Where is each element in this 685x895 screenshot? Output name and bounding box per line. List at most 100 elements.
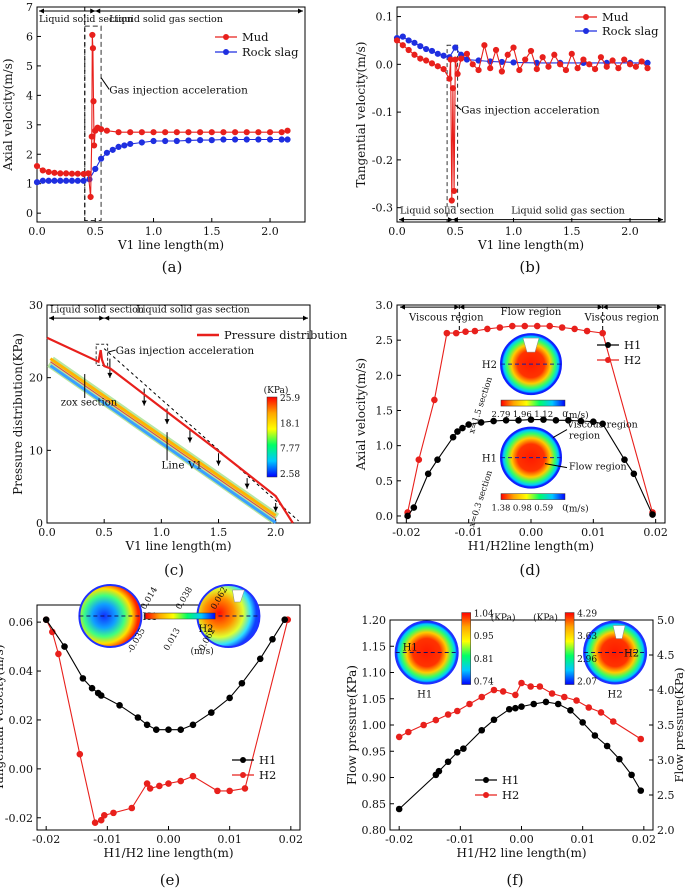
y-tick-label: 0.95 [362,745,387,758]
data-point [138,139,145,146]
legend-marker [223,34,229,40]
y-tick-label: 3 [26,119,33,132]
contour-nozzle-cutout [232,589,245,603]
data-point [539,54,546,61]
x-tick-label: 1.5 [563,225,581,238]
data-point [573,697,580,704]
annotation-liquid-solid: Liquid solid section [50,304,144,315]
legend-label: H1 [502,773,519,787]
data-point [586,61,593,68]
data-point [518,679,525,687]
x-tick-label: 0.00 [156,833,181,846]
data-point [512,704,519,712]
data-point [536,683,544,690]
data-point [628,771,635,779]
line-v1-marker-head [187,437,193,443]
colorbar-unit: (m/s) [565,504,588,515]
x-tick-label: 0.0 [28,225,46,238]
data-point [90,98,97,105]
highlight-box [446,44,459,208]
data-point [89,45,97,52]
data-point [226,694,233,702]
annotation-x15: x=1.5 section [467,375,495,435]
data-point [411,39,418,46]
colorbar-label: 25.9 [280,394,300,404]
data-point [109,146,116,153]
data-point [469,61,476,68]
data-point [89,31,96,39]
data-point [162,129,169,136]
data-point [452,44,459,51]
legend-marker [240,757,246,763]
x-tick-label: 0.01 [217,833,242,846]
colorbar-unit: (m/s) [191,646,214,657]
data-point [440,52,447,59]
region-arrow-viscous-left-head [454,304,460,310]
series-h2 [404,322,656,516]
data-point [478,693,486,701]
x-tick-label: -0.01 [446,833,474,846]
data-point [490,686,498,694]
data-point [226,787,233,795]
y-tick-label: 10 [29,444,43,457]
annotation-viscous-inset-2: region [569,431,600,442]
series-h2 [42,616,292,826]
data-point [621,56,628,63]
data-point [453,749,461,756]
data-point [92,165,99,173]
data-point [454,70,461,77]
legend-marker [605,357,611,363]
data-point [57,177,64,184]
colorbar-label: 0 [562,504,567,514]
data-point [567,707,574,714]
colorbar-label: 0.74 [474,678,494,688]
data-point [446,75,453,82]
data-point [597,709,605,716]
data-point [540,416,547,423]
y-tick-label: 1.00 [362,719,387,732]
data-point [432,716,440,724]
colorbar-label: 1.38 [492,504,511,514]
highlight-box [95,343,109,366]
line-v1-marker-head [216,460,222,466]
x-tick-label: 0.0 [38,526,56,539]
data-point [208,129,215,136]
data-point [450,187,458,195]
x-tick-label: 0.01 [570,833,595,846]
data-point [420,721,427,729]
data-point [557,61,564,68]
legend-marker [240,772,246,778]
data-point [150,137,157,145]
y2-tick-label: 5.0 [657,614,675,627]
y-tick-label: -0.02 [5,812,33,825]
data-point [546,322,553,330]
data-point [521,322,529,330]
data-point [68,177,76,184]
data-point [256,655,264,663]
data-point [165,726,172,734]
data-point [97,816,105,824]
data-point [530,700,538,708]
data-point [97,155,105,162]
data-point [255,129,262,136]
legend-marker [583,14,589,20]
data-point [440,66,447,73]
legend-label: Rock slag [602,24,659,38]
data-point [638,58,645,65]
data-point [637,787,645,794]
data-point [405,728,412,736]
plot-frame [46,304,311,524]
y-axis-label: Tangential velocity(m/s) [354,42,368,188]
data-point [103,127,111,134]
data-point [457,55,465,62]
data-point [177,777,185,785]
data-point [502,417,510,424]
panel-label: (d) [519,561,540,579]
section-arrow-liquid-solid-gas-head [658,217,663,223]
data-point [522,56,529,63]
data-point [404,512,411,520]
data-point [411,51,418,58]
data-point [393,37,401,44]
data-point [609,718,617,725]
data-point [399,33,406,40]
